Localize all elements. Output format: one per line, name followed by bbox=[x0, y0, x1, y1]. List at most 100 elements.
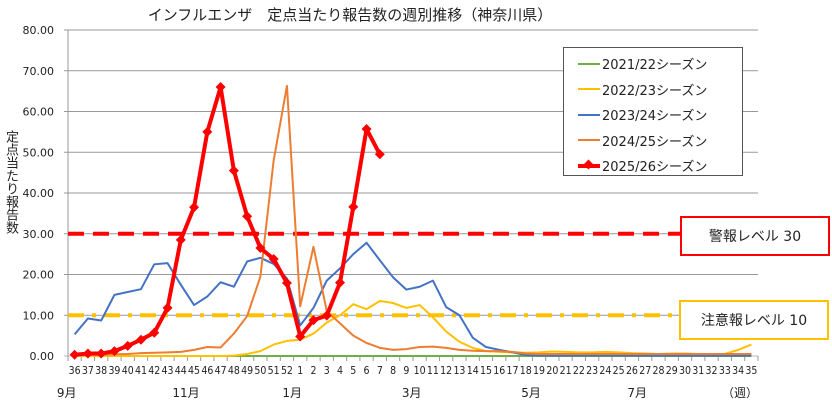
month-label: 11月 bbox=[172, 386, 199, 400]
data-point bbox=[135, 334, 146, 345]
legend-label: 2022/23シーズン bbox=[602, 83, 708, 99]
data-point bbox=[335, 277, 346, 288]
x-tick-label: 22 bbox=[573, 364, 585, 377]
x-tick-label: 33 bbox=[719, 364, 731, 377]
month-label: 5月 bbox=[521, 386, 541, 400]
data-point bbox=[361, 124, 372, 135]
x-tick-label: 6 bbox=[364, 364, 370, 377]
y-tick-label: 50.00 bbox=[23, 146, 55, 159]
x-tick-label: 3 bbox=[324, 364, 330, 377]
legend-item: 2022/23シーズン bbox=[578, 80, 707, 99]
x-tick-label: 52 bbox=[281, 364, 293, 377]
x-tick-label: 50 bbox=[254, 364, 266, 377]
data-point bbox=[122, 340, 133, 351]
data-point bbox=[215, 82, 226, 93]
x-tick-label: 45 bbox=[188, 364, 200, 377]
y-tick-label: 70.00 bbox=[23, 65, 55, 78]
legend-label: 2021/22シーズン bbox=[602, 58, 708, 73]
data-point bbox=[228, 165, 239, 176]
legend-item: 2025/26シーズン bbox=[578, 156, 707, 175]
x-tick-label: 46 bbox=[201, 364, 213, 377]
data-point bbox=[69, 349, 80, 360]
x-tick-label: 47 bbox=[215, 364, 227, 377]
legend-swatch bbox=[578, 88, 600, 90]
data-point bbox=[374, 149, 385, 160]
x-tick-label: 27 bbox=[639, 364, 651, 377]
legend-label: 2024/25シーズン bbox=[602, 134, 708, 150]
x-tick-label: 25 bbox=[613, 364, 625, 377]
x-tick-label: 37 bbox=[82, 364, 94, 377]
chart-title: インフルエンザ 定点当たり報告数の週別推移（神奈川県） bbox=[148, 6, 553, 24]
legend-swatch bbox=[578, 62, 600, 65]
legend: 2021/22シーズン 2022/23シーズン 2023/24シーズン 2024/25… bbox=[563, 47, 743, 176]
series-line-2024-25 bbox=[74, 84, 752, 356]
x-tick-label: 1 bbox=[297, 364, 303, 377]
x-tick-label: 26 bbox=[626, 364, 638, 377]
x-axis-label: （週） bbox=[722, 386, 758, 400]
x-tick-label: 15 bbox=[480, 364, 492, 377]
x-tick-label: 48 bbox=[228, 364, 240, 377]
x-tick-label: 41 bbox=[135, 364, 147, 377]
data-point bbox=[202, 126, 213, 137]
warning-level-box: 注意報レベル 10 bbox=[679, 300, 829, 340]
data-point bbox=[109, 346, 120, 357]
x-tick-label: 34 bbox=[732, 364, 744, 377]
data-point bbox=[149, 327, 160, 338]
data-point bbox=[308, 315, 319, 326]
series-line-2023-24 bbox=[73, 241, 752, 357]
x-tick-label: 5 bbox=[350, 364, 356, 377]
x-tick-label: 14 bbox=[467, 364, 479, 377]
x-tick-label: 32 bbox=[706, 364, 718, 377]
legend-swatch bbox=[578, 159, 600, 169]
legend-swatch bbox=[578, 113, 600, 116]
data-point bbox=[348, 201, 359, 212]
x-tick-label: 51 bbox=[268, 364, 280, 377]
x-tick-label: 49 bbox=[241, 364, 253, 377]
data-point bbox=[268, 254, 279, 265]
x-tick-label: 38 bbox=[95, 364, 107, 377]
y-tick-label: 40.00 bbox=[23, 187, 55, 200]
data-point bbox=[255, 243, 266, 254]
x-tick-label: 8 bbox=[390, 364, 396, 377]
x-tick-label: 11 bbox=[427, 364, 439, 377]
x-tick-label: 12 bbox=[440, 364, 452, 377]
x-tick-label: 19 bbox=[533, 364, 545, 377]
x-tick-label: 40 bbox=[122, 364, 134, 377]
x-tick-label: 31 bbox=[692, 364, 704, 377]
x-tick-label: 28 bbox=[652, 364, 664, 377]
x-tick-label: 36 bbox=[69, 364, 81, 377]
data-point bbox=[189, 202, 200, 213]
x-tick-label: 42 bbox=[148, 364, 160, 377]
y-tick-label: 20.00 bbox=[23, 269, 55, 282]
x-tick-label: 29 bbox=[666, 364, 678, 377]
data-point bbox=[82, 348, 93, 359]
alert-level-box: 警報レベル 30 bbox=[680, 216, 830, 256]
y-tick-label: 30.00 bbox=[23, 228, 55, 241]
x-tick-label: 44 bbox=[175, 364, 187, 377]
legend-swatch bbox=[578, 139, 600, 141]
data-point bbox=[321, 310, 332, 321]
y-tick-label: 0.00 bbox=[30, 350, 55, 363]
x-tick-label: 43 bbox=[162, 364, 174, 377]
x-tick-label: 2 bbox=[310, 364, 316, 377]
y-tick-label: 80.00 bbox=[23, 24, 55, 37]
y-tick-label: 10.00 bbox=[23, 309, 55, 322]
month-label: 9月 bbox=[57, 386, 77, 400]
x-tick-label: 39 bbox=[108, 364, 120, 377]
month-label: 1月 bbox=[282, 386, 302, 400]
x-tick-label: 13 bbox=[453, 364, 465, 377]
data-point bbox=[295, 331, 306, 342]
legend-item: 2023/24シーズン bbox=[578, 105, 707, 124]
data-point bbox=[175, 234, 186, 245]
y-axis-label: 定点当たり報告数 bbox=[3, 130, 18, 234]
x-tick-label: 24 bbox=[599, 364, 611, 377]
x-tick-label: 10 bbox=[414, 364, 426, 377]
x-tick-label: 16 bbox=[493, 364, 505, 377]
data-point bbox=[242, 211, 253, 222]
x-tick-label: 4 bbox=[337, 364, 343, 377]
x-tick-label: 20 bbox=[546, 364, 558, 377]
x-tick-label: 30 bbox=[679, 364, 691, 377]
x-tick-label: 35 bbox=[745, 364, 757, 377]
